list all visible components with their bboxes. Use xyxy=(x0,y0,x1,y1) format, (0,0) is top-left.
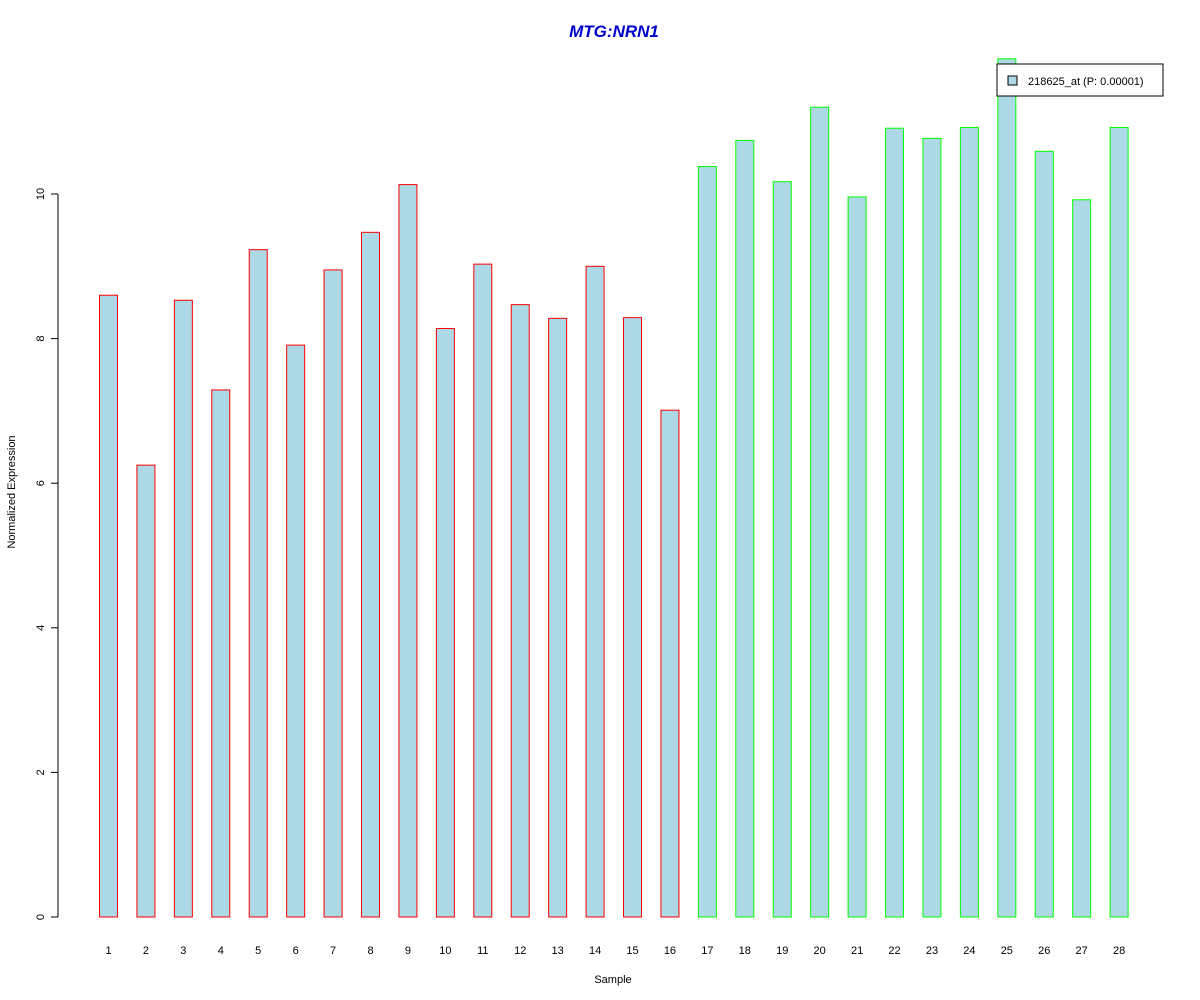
x-tick-label: 22 xyxy=(888,945,900,957)
x-tick-label: 9 xyxy=(405,945,411,957)
y-tick-label: 2 xyxy=(35,769,47,775)
bar-sample-1 xyxy=(99,294,118,918)
x-tick-label: 15 xyxy=(626,945,638,957)
x-tick-label: 21 xyxy=(851,945,863,957)
y-tick-label: 6 xyxy=(35,480,47,486)
bar-sample-12 xyxy=(510,304,530,918)
bar-sample-28 xyxy=(1109,126,1129,918)
x-tick-label: 11 xyxy=(477,945,488,957)
bar-sample-19 xyxy=(772,181,792,918)
x-tick-label: 23 xyxy=(926,945,938,957)
x-tick-label: 19 xyxy=(776,945,788,957)
y-tick-label: 4 xyxy=(35,625,47,631)
bar-sample-14 xyxy=(585,265,605,918)
x-tick-label: 12 xyxy=(514,945,526,957)
bar-sample-26 xyxy=(1034,150,1054,918)
bar-sample-7 xyxy=(323,269,343,918)
x-tick-label: 6 xyxy=(293,945,299,957)
x-tick-label: 26 xyxy=(1038,945,1050,957)
x-tick-label: 2 xyxy=(143,945,149,957)
y-tick-label: 10 xyxy=(35,188,47,200)
chart-title: MTG:NRN1 xyxy=(569,22,659,41)
x-tick-label: 20 xyxy=(814,945,826,957)
x-tick-label: 5 xyxy=(255,945,261,957)
x-tick-label: 27 xyxy=(1076,945,1088,957)
x-tick-label: 25 xyxy=(1001,945,1013,957)
x-tick-label: 24 xyxy=(963,945,975,957)
x-tick-label: 13 xyxy=(552,945,564,957)
legend-label: 218625_at (P: 0.00001) xyxy=(1028,76,1144,88)
x-tick-label: 7 xyxy=(330,945,336,957)
bar-sample-5 xyxy=(248,249,268,918)
bar-sample-9 xyxy=(398,184,418,918)
bar-sample-25 xyxy=(997,58,1017,918)
x-tick-label: 17 xyxy=(701,945,713,957)
bar-sample-27 xyxy=(1072,199,1092,918)
legend-swatch xyxy=(1007,75,1018,86)
bar-sample-24 xyxy=(959,126,979,918)
x-axis-label: Sample xyxy=(594,974,631,986)
bar-sample-15 xyxy=(623,317,643,918)
bar-sample-2 xyxy=(136,464,156,918)
bar-sample-13 xyxy=(548,317,568,918)
bar-sample-8 xyxy=(361,231,381,918)
y-axis: 0 2 4 6 8 10 xyxy=(35,188,59,920)
bar-sample-17 xyxy=(697,166,717,918)
x-tick-label: 16 xyxy=(664,945,676,957)
x-tick-label: 3 xyxy=(180,945,186,957)
bar-sample-10 xyxy=(435,327,455,918)
bar-sample-11 xyxy=(473,263,493,918)
x-tick-label: 8 xyxy=(367,945,373,957)
legend-box xyxy=(996,63,1164,97)
x-tick-label: 1 xyxy=(105,945,111,957)
x-tick-label: 4 xyxy=(218,945,224,957)
y-axis-label: Normalized Expression xyxy=(6,435,18,548)
bar-sample-23 xyxy=(922,137,942,918)
y-tick-label: 0 xyxy=(35,914,47,920)
bar-sample-4 xyxy=(211,389,231,918)
bar-sample-21 xyxy=(847,196,867,918)
x-tick-label: 28 xyxy=(1113,945,1125,957)
y-tick-label: 8 xyxy=(35,336,47,342)
bar-sample-16 xyxy=(660,409,680,918)
bar-sample-22 xyxy=(885,127,905,918)
bars-group xyxy=(99,58,1129,918)
x-tick-labels: 1 2 3 4 5 6 7 8 9 10 11 12 13 14 15 16 17 18 19 20 21 22 23 24 2… xyxy=(105,945,1125,957)
bar-sample-3 xyxy=(173,299,193,918)
x-tick-label: 14 xyxy=(589,945,601,957)
bar-sample-18 xyxy=(735,140,755,918)
bar-sample-6 xyxy=(286,344,306,918)
bar-sample-20 xyxy=(810,106,830,918)
x-tick-label: 10 xyxy=(439,945,451,957)
legend: 218625_at (P: 0.00001) xyxy=(996,63,1164,97)
x-tick-label: 18 xyxy=(739,945,751,957)
